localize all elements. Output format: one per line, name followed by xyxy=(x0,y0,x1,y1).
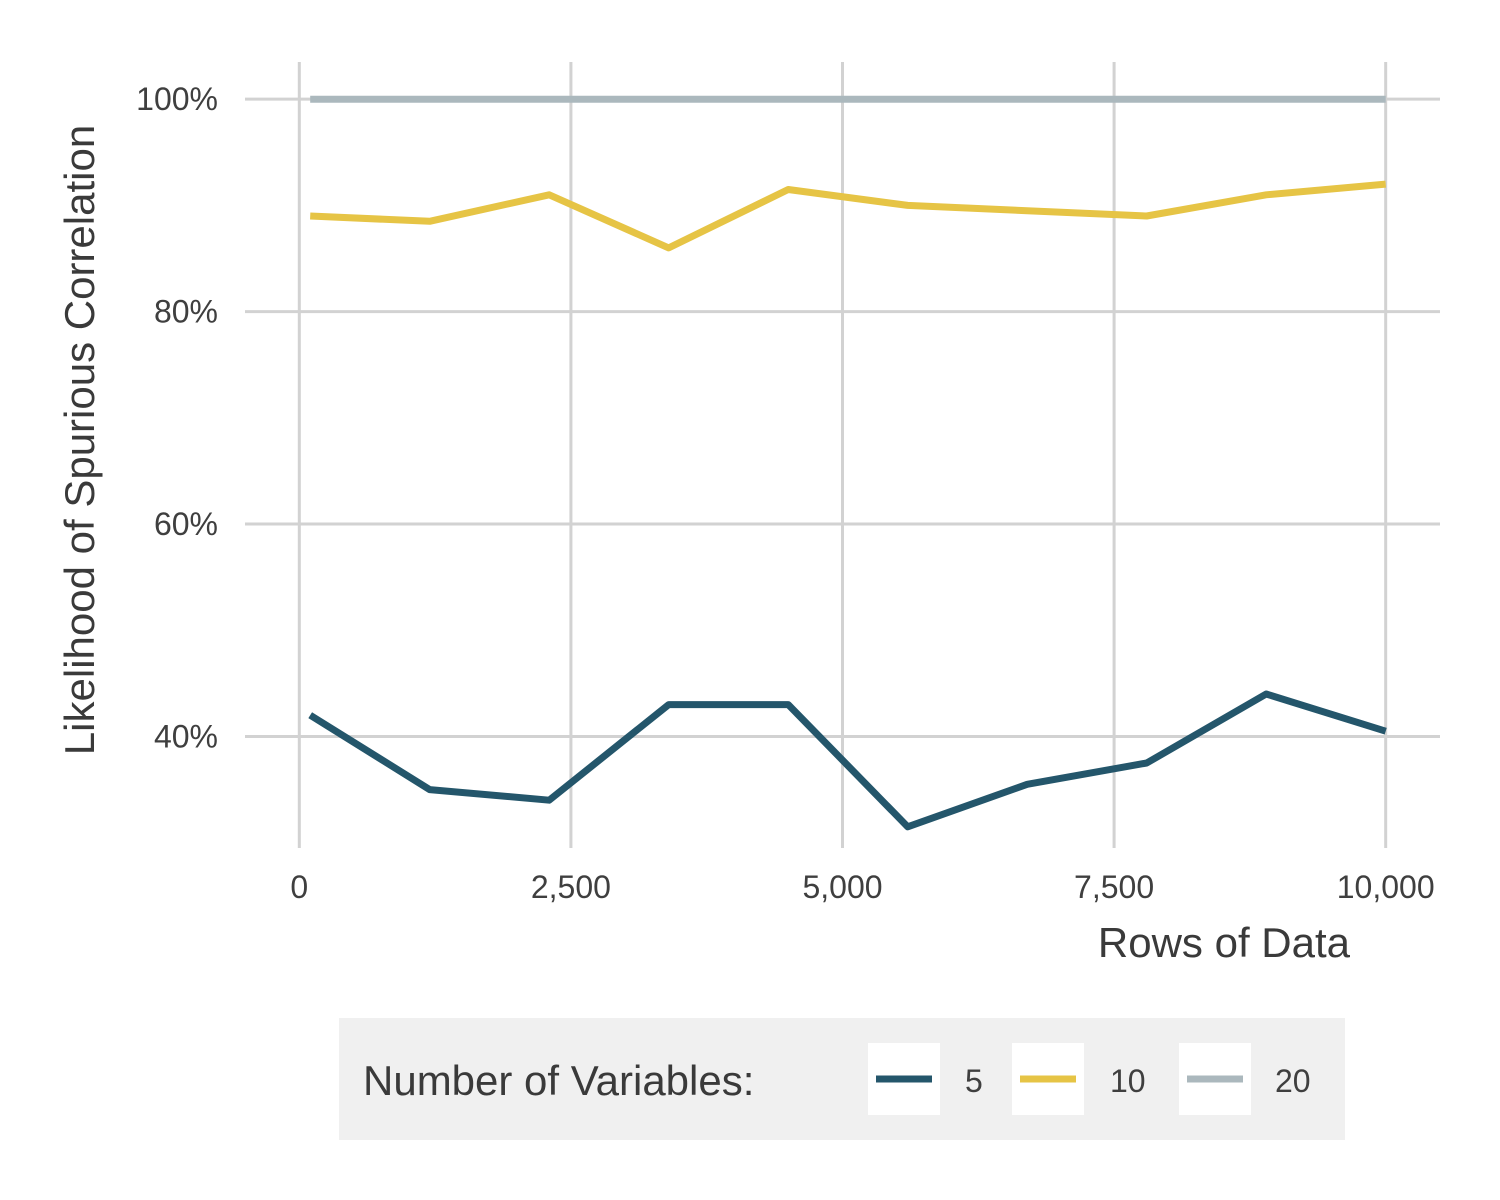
legend-label: 10 xyxy=(1110,1063,1146,1099)
grid xyxy=(245,62,1440,848)
legend-label: 5 xyxy=(965,1063,983,1099)
series-lines xyxy=(308,95,1387,831)
legend: Number of Variables: 5 10 20 xyxy=(339,1018,1345,1140)
legend-background xyxy=(339,1018,1345,1140)
series-line-10 xyxy=(310,180,1387,252)
series-line-5 xyxy=(308,690,1387,831)
x-tick-label: 10,000 xyxy=(1337,869,1435,905)
x-axis-ticks: 0 2,500 5,000 7,500 10,000 xyxy=(290,869,1434,905)
legend-title: Number of Variables: xyxy=(363,1057,754,1104)
x-tick-label: 2,500 xyxy=(531,869,611,905)
x-tick-label: 0 xyxy=(290,869,308,905)
y-tick-label: 60% xyxy=(154,506,218,542)
legend-label: 20 xyxy=(1275,1063,1311,1099)
x-tick-label: 5,000 xyxy=(802,869,882,905)
y-axis-title: Likelihood of Spurious Correlation xyxy=(56,125,103,755)
y-tick-label: 100% xyxy=(136,81,218,117)
x-axis-title: Rows of Data xyxy=(1098,919,1351,966)
y-tick-label: 40% xyxy=(154,718,218,754)
y-axis-ticks: 40% 60% 80% 100% xyxy=(136,81,218,754)
x-tick-label: 7,500 xyxy=(1074,869,1154,905)
y-tick-label: 80% xyxy=(154,294,218,330)
